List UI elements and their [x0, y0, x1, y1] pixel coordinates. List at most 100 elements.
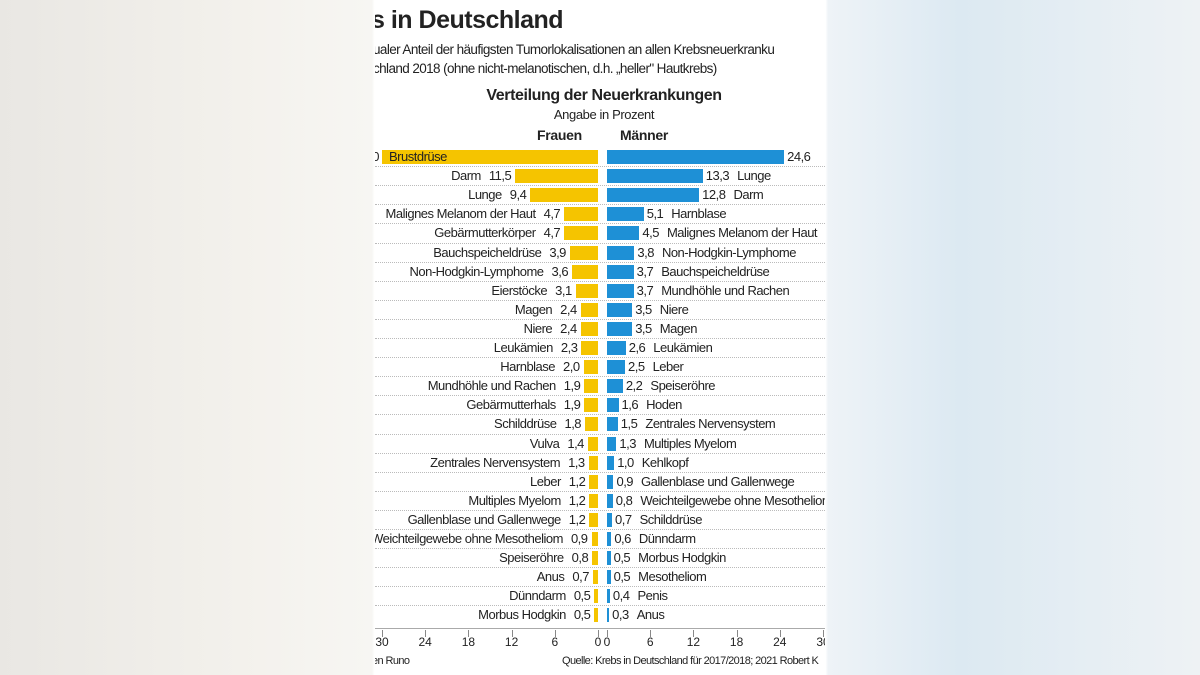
- row-separator: [375, 567, 825, 569]
- bar-frauen: [530, 188, 598, 203]
- category-label-frauen: Malignes Melanom der Haut: [385, 206, 537, 222]
- bar-frauen: [585, 417, 598, 432]
- x-tick: [554, 630, 556, 637]
- bar-frauen: [564, 207, 598, 222]
- row-label-maenner: 0,8 Weichteilgewebe ohne Mesotheliom: [616, 493, 825, 508]
- chart: s in Deutschland ualer Anteil der häufig…: [375, 0, 825, 675]
- row-separator: [375, 490, 825, 492]
- value-label-frauen: 2,0: [563, 359, 580, 375]
- x-tick-label: 30: [816, 635, 825, 649]
- x-tick-label: 30: [375, 635, 389, 649]
- value-label-frauen: 0,5: [573, 607, 591, 623]
- category-label-maenner: Schilddrüse: [639, 511, 703, 527]
- category-label-frauen: Bauchspeicheldrüse: [433, 244, 542, 260]
- bar-frauen: [591, 532, 598, 546]
- bar-maenner: [607, 589, 610, 604]
- row-separator: [375, 433, 825, 435]
- category-label-maenner: Mundhöhle und Rachen: [661, 282, 790, 298]
- category-label-frauen: Vulva: [529, 435, 560, 451]
- row-label-maenner: 1,3 Multiples Myelom: [619, 436, 737, 451]
- row-label-maenner: 0,3 Anus: [612, 608, 665, 622]
- value-label-frauen: 1,9: [563, 397, 581, 413]
- bar-maenner: [607, 226, 640, 241]
- row-separator: [375, 452, 825, 454]
- row-label-frauen: Multiples Myelom 1,2: [468, 493, 585, 508]
- bar-frauen: [515, 169, 598, 184]
- bar-maenner: [607, 570, 611, 585]
- value-label-maenner: 0,4: [612, 588, 630, 604]
- row-separator: [375, 185, 825, 187]
- bar-maenner: [607, 302, 633, 317]
- row-separator: [375, 223, 825, 225]
- row-label-maenner: 0,4 Penis: [613, 589, 668, 603]
- row-label-maenner: 1,6 Hoden: [621, 397, 683, 413]
- row-separator: [375, 471, 825, 473]
- row-label-frauen: Darm 11,5: [451, 168, 512, 184]
- row-separator: [375, 605, 825, 607]
- row-label-frauen: Schilddrüse 1,8: [494, 416, 582, 432]
- row-label-frauen: Anus 0,7: [537, 569, 590, 585]
- footer-credit: en Runo: [375, 655, 410, 667]
- bar-maenner: [607, 321, 633, 336]
- row-label-maenner: 0,9 Gallenblase und Gallenwege: [616, 473, 795, 489]
- category-label-maenner: Dünndarm: [638, 531, 696, 546]
- row-label-maenner: 2,2 Speiseröhre: [626, 379, 716, 393]
- x-tick: [650, 630, 652, 637]
- category-label-maenner: Niere: [659, 301, 689, 317]
- value-label-maenner: 1,0: [617, 454, 634, 470]
- category-label-frauen: Schilddrüse: [494, 416, 557, 432]
- category-label-frauen: Magen: [514, 301, 553, 317]
- value-label-frauen: 1,4: [567, 435, 584, 451]
- row-separator: [375, 376, 825, 378]
- row-label-maenner: 3,8 Non-Hodgkin-Lymphome: [637, 245, 796, 260]
- x-tick-label: 0: [594, 635, 602, 649]
- category-label-frauen: Eierstöcke: [491, 282, 548, 298]
- bar-frauen: [587, 436, 598, 451]
- value-label-frauen: 2,4: [560, 301, 577, 317]
- value-label-frauen: 4,7: [543, 225, 561, 241]
- value-label-maenner: 2,6: [628, 340, 646, 355]
- row-label-maenner: 0,5 Morbus Hodgkin: [614, 551, 727, 565]
- value-label-maenner: 0,9: [616, 473, 634, 489]
- category-label-maenner: Penis: [637, 588, 668, 604]
- row-separator: [375, 299, 825, 301]
- bar-frauen: [594, 608, 598, 623]
- value-label-frauen: 1,2: [568, 511, 586, 527]
- category-label-frauen: Leber: [530, 473, 561, 489]
- category-label-maenner: Mesotheliom: [638, 569, 707, 585]
- legend-frauen: Frauen: [537, 127, 582, 143]
- category-label-maenner: Leukämien: [653, 340, 713, 355]
- value-label-maenner: 3,5: [635, 301, 652, 317]
- value-label-maenner: 1,6: [621, 397, 639, 413]
- category-label-maenner: Lunge: [737, 168, 771, 184]
- row-label-maenner: 24,6: [787, 150, 811, 164]
- category-label-frauen: Gallenblase und Gallenwege: [407, 511, 562, 527]
- row-label-maenner: 12,8 Darm: [702, 187, 764, 203]
- x-tick-label: 6: [551, 635, 559, 649]
- value-label-frauen: 11,5: [488, 168, 512, 184]
- row-separator: [375, 395, 825, 397]
- row-label-frauen: Malignes Melanom der Haut 4,7: [386, 207, 561, 221]
- category-label-frauen: Weichteilgewebe ohne Mesotheliom: [375, 531, 563, 546]
- bar-frauen: [564, 226, 598, 241]
- bar-maenner: [607, 608, 610, 623]
- category-label-frauen: Niere: [523, 320, 553, 336]
- value-label-maenner: 3,5: [635, 320, 652, 336]
- value-label-frauen: 0,7: [572, 569, 589, 585]
- subtitle-line-2: chland 2018 (ohne nicht-melanotischen, d…: [375, 61, 717, 76]
- value-label-frauen: 0,9: [570, 531, 588, 546]
- category-label-maenner: Hoden: [646, 397, 682, 413]
- x-tick: [511, 630, 513, 637]
- bar-maenner: [607, 551, 611, 566]
- value-label-frauen: 3,9: [549, 244, 566, 260]
- category-label-frauen: Zentrales Nervensystem: [430, 454, 561, 470]
- value-label-maenner: 3,7: [636, 263, 654, 279]
- row-label-maenner: 3,5 Niere: [635, 301, 689, 317]
- chart-title: Verteilung der Neuerkrankungen: [486, 87, 722, 104]
- category-label-maenner: Darm: [733, 187, 764, 203]
- row-separator: [375, 166, 825, 168]
- value-label-frauen: 1,2: [568, 473, 586, 489]
- category-label-maenner: Gallenblase und Gallenwege: [641, 473, 795, 489]
- bar-frauen: [589, 474, 598, 489]
- x-tick: [779, 630, 781, 637]
